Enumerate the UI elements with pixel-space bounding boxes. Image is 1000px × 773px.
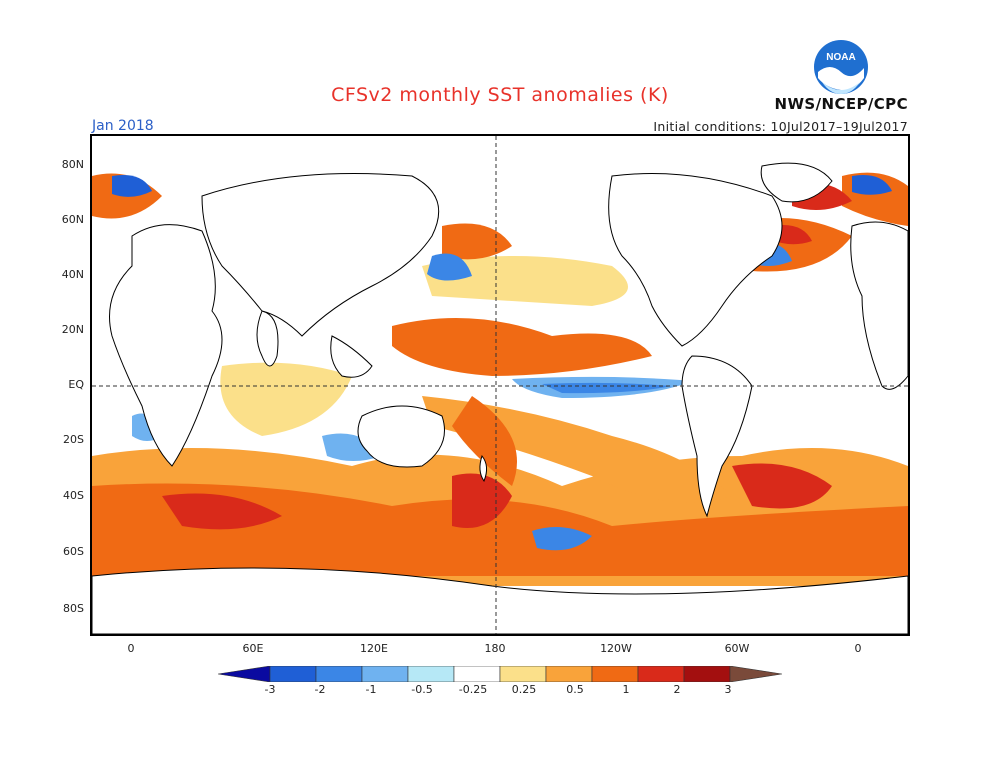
- colorbar-label: 3: [724, 683, 732, 696]
- colorbar-swatch: [453, 665, 501, 683]
- lat-label: 20N: [61, 323, 84, 336]
- colorbar-swatch: [269, 665, 317, 683]
- colorbar-swatch: [637, 665, 685, 683]
- colorbar-label: -0.5: [411, 683, 433, 696]
- lon-label: 60W: [724, 642, 750, 655]
- lon-label: 0: [127, 642, 135, 655]
- colorbar-label: 0.5: [566, 683, 584, 696]
- sst-anomaly-map: [90, 134, 910, 636]
- colorbar-label: -3: [264, 683, 276, 696]
- colorbar-cap-low: [217, 665, 271, 683]
- lon-label: 180: [484, 642, 506, 655]
- chart-title: CFSv2 monthly SST anomalies (K): [331, 84, 669, 106]
- lat-label: 40N: [61, 268, 84, 281]
- colorbar-swatch: [499, 665, 547, 683]
- colorbar-swatch: [361, 665, 409, 683]
- lat-label: 80N: [61, 158, 84, 171]
- colorbar-label: -1: [365, 683, 377, 696]
- colorbar-label: 0.25: [511, 683, 537, 696]
- colorbar-label: -2: [314, 683, 326, 696]
- colorbar-swatch: [591, 665, 639, 683]
- lon-label: 120W: [600, 642, 632, 655]
- colorbar-swatch: [683, 665, 731, 683]
- lat-label: 40S: [63, 489, 84, 502]
- agency-label: NWS/NCEP/CPC: [774, 95, 908, 113]
- lat-label: 60S: [63, 545, 84, 558]
- map-canvas: [92, 136, 908, 634]
- lat-label: 20S: [63, 433, 84, 446]
- initial-conditions: Initial conditions: 10Jul2017–19Jul2017: [653, 119, 908, 134]
- lat-label: EQ: [68, 378, 84, 391]
- colorbar-label: 2: [673, 683, 681, 696]
- logo-text: NOAA: [826, 52, 855, 63]
- lat-label: 80S: [63, 602, 84, 615]
- lon-label: 120E: [360, 642, 388, 655]
- lon-label: 60E: [242, 642, 264, 655]
- forecast-month: Jan 2018: [92, 118, 154, 134]
- colorbar-label: -0.25: [458, 683, 488, 696]
- colorbar: [217, 665, 783, 683]
- colorbar-cap-high: [729, 665, 783, 683]
- land-outlines: [92, 162, 908, 634]
- lon-label: 0: [854, 642, 862, 655]
- noaa-logo: NOAA: [812, 38, 870, 96]
- lat-label: 60N: [61, 213, 84, 226]
- colorbar-swatch: [545, 665, 593, 683]
- colorbar-swatch: [407, 665, 455, 683]
- colorbar-swatch: [315, 665, 363, 683]
- colorbar-label: 1: [622, 683, 630, 696]
